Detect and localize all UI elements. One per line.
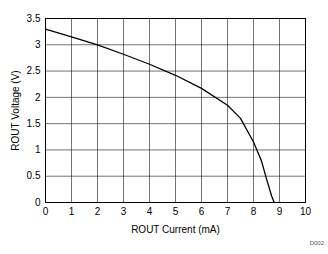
svg-text:7: 7 bbox=[225, 206, 231, 217]
svg-text:2: 2 bbox=[35, 92, 41, 103]
svg-text:ROUT Voltage (V): ROUT Voltage (V) bbox=[10, 70, 21, 150]
svg-text:0.5: 0.5 bbox=[27, 170, 41, 181]
svg-text:9: 9 bbox=[277, 206, 283, 217]
svg-text:1: 1 bbox=[35, 144, 41, 155]
svg-text:4: 4 bbox=[147, 206, 153, 217]
svg-text:3: 3 bbox=[35, 39, 41, 50]
svg-text:0: 0 bbox=[43, 206, 49, 217]
svg-text:3: 3 bbox=[121, 206, 127, 217]
svg-text:2.5: 2.5 bbox=[27, 65, 41, 76]
svg-text:2: 2 bbox=[95, 206, 101, 217]
svg-text:10: 10 bbox=[300, 206, 312, 217]
svg-text:1: 1 bbox=[69, 206, 75, 217]
svg-text:5: 5 bbox=[173, 206, 179, 217]
svg-text:3.5: 3.5 bbox=[27, 13, 41, 24]
svg-text:1.5: 1.5 bbox=[27, 118, 41, 129]
svg-text:0: 0 bbox=[35, 197, 41, 208]
html-text:D002: D002 bbox=[309, 240, 324, 246]
svg-text:8: 8 bbox=[251, 206, 257, 217]
svg-text:6: 6 bbox=[199, 206, 205, 217]
svg-text:ROUT Current (mA): ROUT Current (mA) bbox=[131, 224, 220, 235]
